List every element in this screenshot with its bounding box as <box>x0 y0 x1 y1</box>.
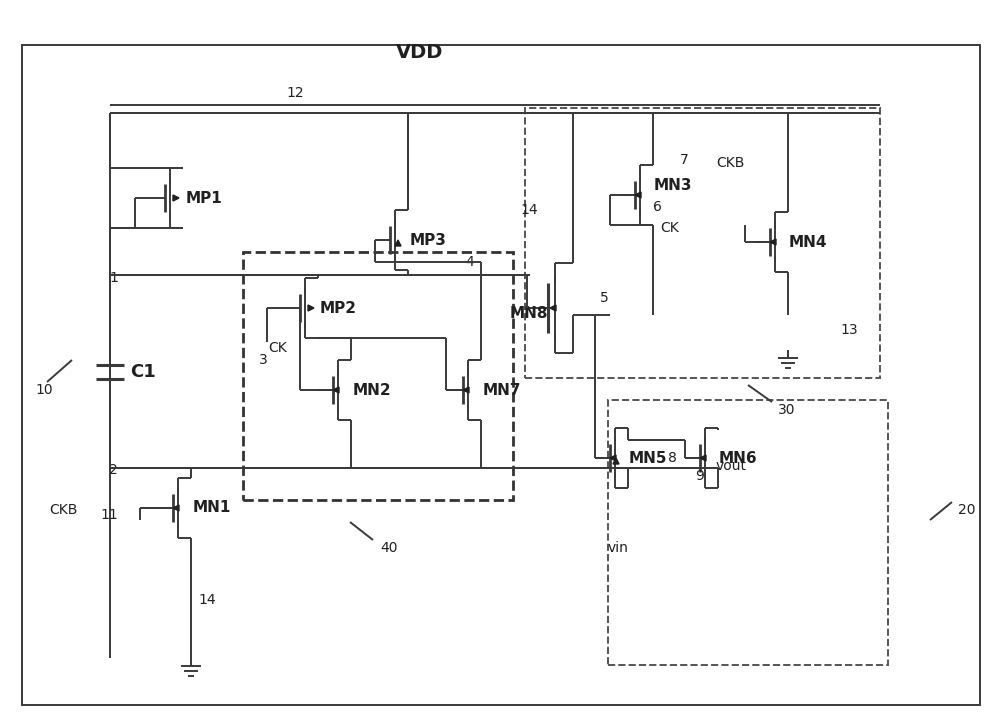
Text: CK: CK <box>660 221 679 235</box>
Text: MN5: MN5 <box>629 451 668 466</box>
Text: VDD: VDD <box>396 42 444 61</box>
Text: 4: 4 <box>465 255 474 269</box>
Text: MP2: MP2 <box>320 300 357 315</box>
Text: 13: 13 <box>840 323 858 337</box>
Text: 5: 5 <box>600 291 609 305</box>
Polygon shape <box>333 387 339 393</box>
Text: vin: vin <box>608 541 628 555</box>
Text: MP3: MP3 <box>410 233 447 248</box>
Text: MN2: MN2 <box>353 382 392 397</box>
Polygon shape <box>173 195 179 201</box>
Polygon shape <box>308 305 314 311</box>
Text: C1: C1 <box>130 362 156 380</box>
Bar <box>525 108 880 378</box>
Text: MN4: MN4 <box>789 235 828 250</box>
Polygon shape <box>700 455 706 461</box>
Text: 6: 6 <box>653 200 662 214</box>
Text: 30: 30 <box>778 403 796 417</box>
Text: MN7: MN7 <box>483 382 522 397</box>
Text: 20: 20 <box>958 503 976 517</box>
Text: MN6: MN6 <box>719 451 758 466</box>
Text: 14: 14 <box>198 593 216 607</box>
Text: MP1: MP1 <box>186 191 223 205</box>
Bar <box>243 252 513 500</box>
Text: 9: 9 <box>695 469 704 483</box>
Polygon shape <box>463 387 469 393</box>
Polygon shape <box>395 240 401 246</box>
Text: MN3: MN3 <box>654 178 692 192</box>
Polygon shape <box>770 239 776 245</box>
Polygon shape <box>635 192 641 198</box>
Polygon shape <box>550 305 556 311</box>
Text: 1: 1 <box>109 271 118 285</box>
Text: 7: 7 <box>680 153 689 167</box>
Text: 10: 10 <box>35 383 53 397</box>
Text: 40: 40 <box>380 541 398 555</box>
Text: MN8: MN8 <box>510 305 548 320</box>
Text: 12: 12 <box>286 86 304 100</box>
Text: 14: 14 <box>520 203 538 217</box>
Text: vout: vout <box>716 459 747 473</box>
Polygon shape <box>610 455 616 461</box>
Text: 8: 8 <box>668 451 677 465</box>
Text: CKB: CKB <box>716 156 744 170</box>
Text: MN1: MN1 <box>193 500 231 516</box>
Bar <box>608 400 888 665</box>
Polygon shape <box>173 505 179 511</box>
Text: 2: 2 <box>109 463 118 477</box>
Text: CK: CK <box>268 341 287 355</box>
Polygon shape <box>613 458 619 464</box>
Text: CKB: CKB <box>50 503 78 517</box>
Text: 11: 11 <box>100 508 118 522</box>
Text: 3: 3 <box>259 353 267 367</box>
